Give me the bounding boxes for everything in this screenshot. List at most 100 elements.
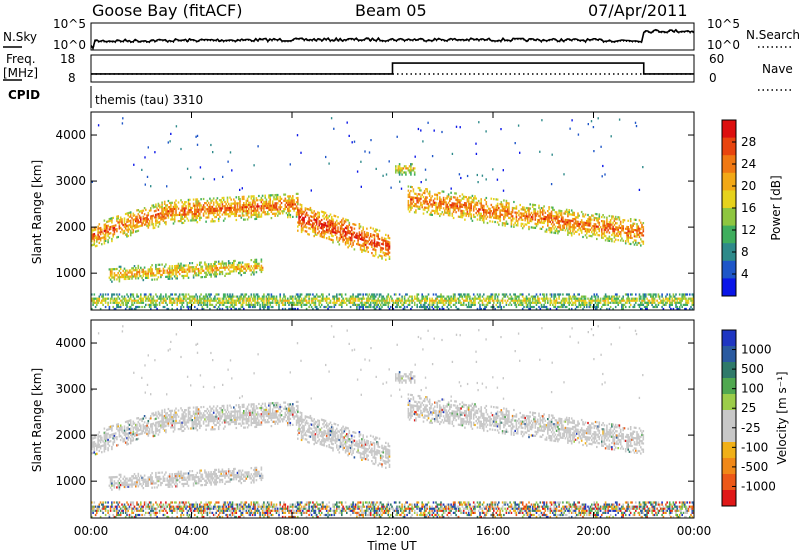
power-cell <box>506 210 509 213</box>
power-cell <box>165 293 167 296</box>
power-cell <box>91 231 93 234</box>
power-cell <box>210 299 212 302</box>
power-cell <box>222 205 225 208</box>
power-cell <box>547 220 549 223</box>
power-cell <box>322 299 324 302</box>
power-cell <box>640 301 642 304</box>
power-cell <box>196 299 199 302</box>
power-cell <box>279 197 281 201</box>
power-cell <box>226 198 229 201</box>
power-cell <box>160 218 162 221</box>
power-cell <box>241 214 244 217</box>
power-cell <box>195 202 197 205</box>
power-cell <box>533 210 535 213</box>
power-cell <box>224 301 226 304</box>
power-cell <box>470 305 472 309</box>
power-cell <box>152 299 155 302</box>
power-cell <box>140 293 142 296</box>
power-cell <box>336 236 338 239</box>
power-cell <box>442 301 445 304</box>
power-cell <box>608 235 611 238</box>
power-cell <box>135 277 137 280</box>
power-cell <box>211 271 214 274</box>
power-cell <box>142 221 145 225</box>
power-cell <box>216 207 219 210</box>
power-cell <box>598 223 601 226</box>
power-cell <box>243 204 245 207</box>
power-cell <box>410 190 412 193</box>
power-cell <box>506 206 509 209</box>
power-cell <box>364 239 367 242</box>
power-cell <box>229 208 231 212</box>
power-cell <box>221 307 224 311</box>
power-cell <box>405 173 407 176</box>
power-cell <box>325 301 328 304</box>
power-cell <box>298 295 300 298</box>
power-cell <box>138 268 141 272</box>
power-cell <box>587 228 589 231</box>
power-cell <box>530 215 533 219</box>
power-cell <box>407 297 410 300</box>
power-cell <box>194 215 196 218</box>
power-cell <box>229 270 231 273</box>
power-cell <box>626 299 628 302</box>
power-cell <box>107 239 109 242</box>
power-cell <box>550 229 553 232</box>
power-cell <box>210 210 212 213</box>
power-cell <box>104 223 107 226</box>
power-cell <box>619 231 622 234</box>
power-cell <box>563 226 565 230</box>
power-cell <box>194 297 196 300</box>
power-cell <box>617 234 619 238</box>
power-cell <box>343 238 346 241</box>
power-cell <box>234 208 236 211</box>
power-cell <box>308 208 310 211</box>
power-cell <box>354 236 357 239</box>
power-cell <box>514 299 516 302</box>
power-cell <box>584 230 587 233</box>
power-cell <box>554 219 557 222</box>
power-cell <box>142 219 145 222</box>
power-cell <box>148 293 151 296</box>
power-cell <box>472 213 475 216</box>
power-cell <box>555 227 558 231</box>
power-cell <box>94 234 97 237</box>
power-cell <box>243 267 245 270</box>
power-cell <box>172 212 175 215</box>
power-cell <box>570 307 573 311</box>
power-cell <box>238 265 240 268</box>
power-cell <box>129 232 132 235</box>
power-cell <box>175 293 177 296</box>
power-cell <box>263 303 265 306</box>
power-cell <box>108 236 111 239</box>
power-cell <box>239 307 241 311</box>
power-cell <box>618 216 621 219</box>
power-cell <box>341 225 343 228</box>
power-cell <box>618 233 621 236</box>
power-cell <box>392 307 395 311</box>
power-cell <box>493 206 495 209</box>
power-cell <box>596 217 598 220</box>
power-cell <box>116 236 118 239</box>
power-cell <box>412 188 415 191</box>
power-cell <box>209 197 211 200</box>
power-cell <box>425 301 427 304</box>
power-cell <box>358 231 361 234</box>
power-cell <box>114 274 117 277</box>
power-cell <box>479 293 481 296</box>
power-cell <box>499 305 501 309</box>
power-cell <box>373 238 376 241</box>
power-cell <box>132 220 135 224</box>
power-cell <box>597 234 599 237</box>
power-cell <box>422 295 425 298</box>
power-cell <box>627 297 629 300</box>
power-cell <box>592 214 594 217</box>
power-cell <box>416 205 418 208</box>
power-cell <box>483 204 485 207</box>
power-cell <box>290 205 293 208</box>
power-cell <box>584 297 587 300</box>
power-cell <box>528 299 530 302</box>
power-cell <box>138 216 141 219</box>
power-cell <box>393 301 396 304</box>
power-cell <box>233 212 235 216</box>
